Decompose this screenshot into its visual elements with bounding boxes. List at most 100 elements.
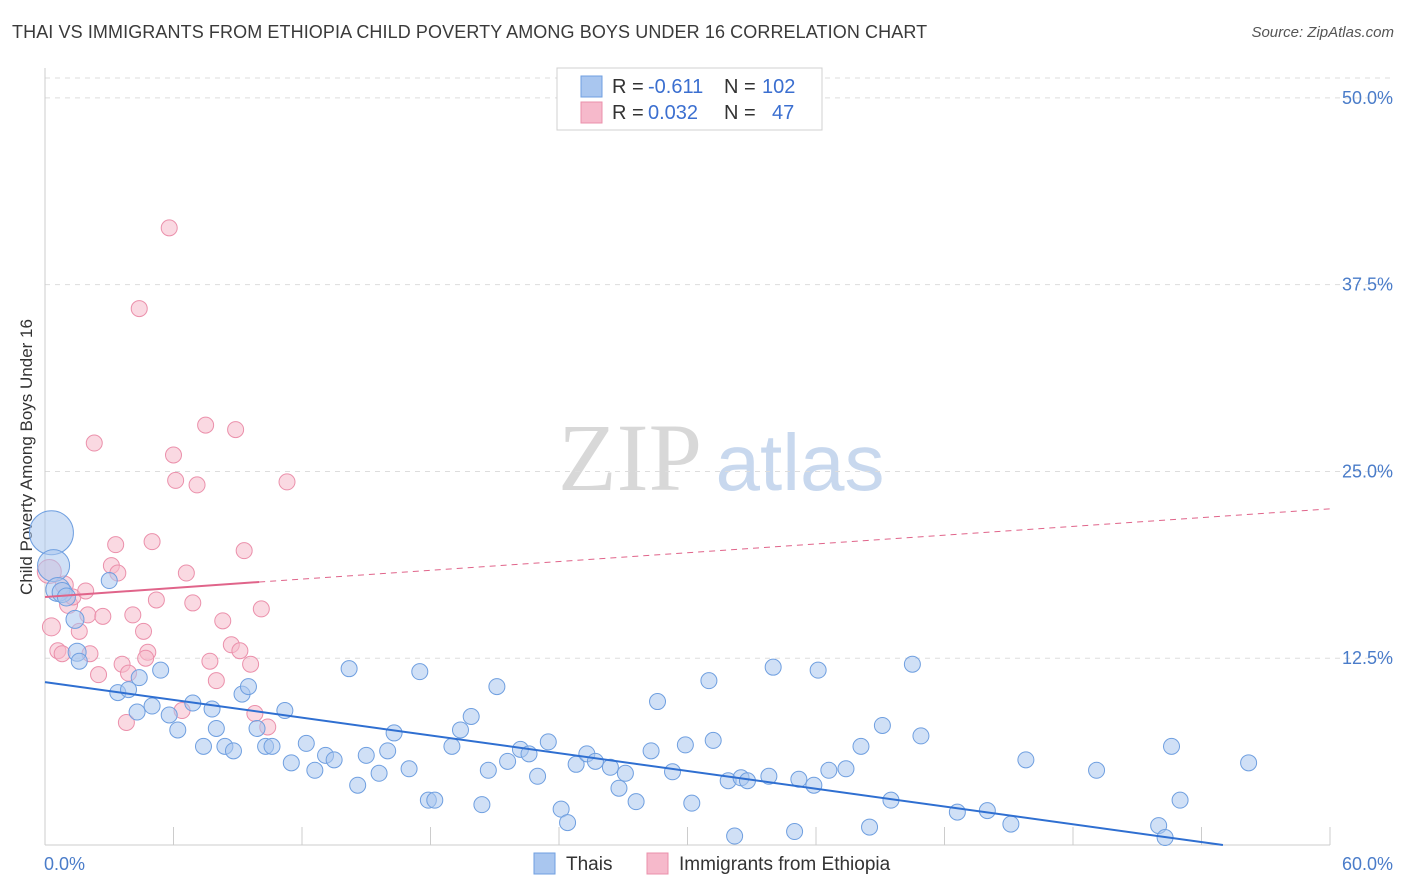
data-point-thais bbox=[224, 742, 242, 760]
data-point-thais bbox=[297, 734, 315, 752]
data-point-thais bbox=[786, 823, 804, 841]
data-point-ethiopia bbox=[214, 612, 232, 630]
data-point-thais bbox=[100, 572, 118, 590]
data-point-ethiopia bbox=[197, 416, 215, 434]
data-point-thais bbox=[837, 760, 855, 778]
data-point-thais bbox=[479, 761, 497, 779]
data-point-ethiopia bbox=[167, 471, 185, 489]
data-point-thais bbox=[462, 707, 480, 725]
thais-series bbox=[28, 510, 1258, 847]
data-point-ethiopia bbox=[184, 594, 202, 612]
data-point-ethiopia bbox=[94, 607, 112, 625]
data-point-ethiopia bbox=[231, 642, 249, 660]
data-point-thais bbox=[207, 719, 225, 737]
watermark: ZIP atlas bbox=[558, 404, 884, 511]
x-tick-labels: 0.0% 60.0% bbox=[44, 854, 1393, 874]
data-point-thais bbox=[683, 794, 701, 812]
data-point-thais bbox=[70, 652, 88, 670]
data-point-ethiopia bbox=[85, 434, 103, 452]
data-point-thais bbox=[128, 703, 146, 721]
data-point-ethiopia bbox=[235, 542, 253, 560]
data-point-thais bbox=[873, 716, 891, 734]
data-point-thais bbox=[529, 767, 547, 785]
data-point-ethiopia bbox=[143, 533, 161, 551]
data-point-thais bbox=[400, 760, 418, 778]
data-point-ethiopia bbox=[207, 672, 225, 690]
data-point-thais bbox=[539, 733, 557, 751]
data-point-thais bbox=[28, 510, 74, 556]
data-point-thais bbox=[912, 727, 930, 745]
legend-r-label-ethiopia: R = bbox=[612, 102, 644, 124]
data-point-thais bbox=[649, 693, 667, 711]
legend-r-label-thais: R = bbox=[612, 76, 644, 98]
data-point-ethiopia bbox=[242, 655, 260, 673]
data-point-thais bbox=[37, 549, 71, 583]
data-point-thais bbox=[357, 746, 375, 764]
legend-r-value-ethiopia: 0.032 bbox=[648, 102, 698, 124]
y-tick-label: 25.0% bbox=[1342, 461, 1393, 481]
data-point-ethiopia bbox=[124, 606, 142, 624]
data-point-thais bbox=[676, 736, 694, 754]
data-point-thais bbox=[1002, 815, 1020, 833]
data-point-ethiopia bbox=[177, 564, 195, 582]
data-point-thais bbox=[499, 752, 517, 770]
y-tick-labels: 12.5% 25.0% 37.5% 50.0% bbox=[1342, 88, 1393, 668]
data-point-thais bbox=[385, 724, 403, 742]
data-point-thais bbox=[760, 767, 778, 785]
data-point-thais bbox=[610, 779, 628, 797]
data-point-ethiopia bbox=[147, 591, 165, 609]
data-point-thais bbox=[1171, 791, 1189, 809]
data-point-thais bbox=[451, 721, 469, 739]
data-point-thais bbox=[704, 731, 722, 749]
data-point-thais bbox=[370, 764, 388, 782]
bottom-legend-swatch-thais bbox=[533, 852, 556, 875]
x-tick-label: 60.0% bbox=[1342, 854, 1393, 874]
data-point-thais bbox=[203, 700, 221, 718]
data-point-thais bbox=[194, 737, 212, 755]
y-tick-label: 12.5% bbox=[1342, 648, 1393, 668]
data-point-thais bbox=[65, 609, 85, 629]
data-point-thais bbox=[1163, 737, 1181, 755]
data-point-thais bbox=[443, 737, 461, 755]
source-note: Source: ZipAtlas.com bbox=[1251, 24, 1394, 41]
data-point-thais bbox=[411, 663, 429, 681]
bottom-legend-label-ethiopia: Immigrants from Ethiopia bbox=[679, 854, 891, 875]
data-point-ethiopia bbox=[201, 652, 219, 670]
data-point-ethiopia bbox=[278, 473, 296, 491]
data-point-ethiopia bbox=[77, 582, 95, 600]
y-tick-label: 50.0% bbox=[1342, 88, 1393, 108]
data-point-thais bbox=[426, 791, 444, 809]
data-point-ethiopia bbox=[137, 649, 155, 667]
legend-n-label-ethiopia: N = bbox=[724, 102, 756, 124]
data-point-thais bbox=[616, 764, 634, 782]
chart-title: THAI VS IMMIGRANTS FROM ETHIOPIA CHILD P… bbox=[12, 22, 928, 42]
stats-legend: R = -0.611 N = 102 R = 0.032 N = 47 bbox=[556, 67, 823, 131]
data-point-thais bbox=[488, 678, 506, 696]
data-point-thais bbox=[325, 751, 343, 769]
data-point-thais bbox=[852, 737, 870, 755]
data-point-ethiopia bbox=[160, 219, 178, 237]
bottom-legend-label-thais: Thais bbox=[566, 854, 612, 875]
trend-line-ethiopia-extension bbox=[259, 508, 1331, 583]
data-point-thais bbox=[1017, 751, 1035, 769]
data-point-thais bbox=[130, 669, 148, 687]
legend-swatch-thais bbox=[580, 75, 603, 98]
data-point-thais bbox=[664, 763, 682, 781]
data-point-thais bbox=[586, 752, 604, 770]
data-point-thais bbox=[809, 661, 827, 679]
legend-n-value-ethiopia: 47 bbox=[772, 102, 794, 124]
trend-lines bbox=[44, 508, 1331, 846]
data-point-thais bbox=[143, 697, 161, 715]
data-point-thais bbox=[340, 660, 358, 678]
data-point-thais bbox=[1240, 754, 1258, 772]
y-tick-label: 37.5% bbox=[1342, 275, 1393, 295]
data-point-thais bbox=[239, 678, 257, 696]
data-point-thais bbox=[642, 742, 660, 760]
y-axis-label: Child Poverty Among Boys Under 16 bbox=[17, 319, 36, 595]
data-point-thais bbox=[861, 818, 879, 836]
trend-line-ethiopia bbox=[44, 581, 260, 598]
x-tick-label: 0.0% bbox=[44, 854, 85, 874]
legend-r-value-thais: -0.611 bbox=[648, 76, 703, 98]
data-point-thais bbox=[903, 655, 921, 673]
